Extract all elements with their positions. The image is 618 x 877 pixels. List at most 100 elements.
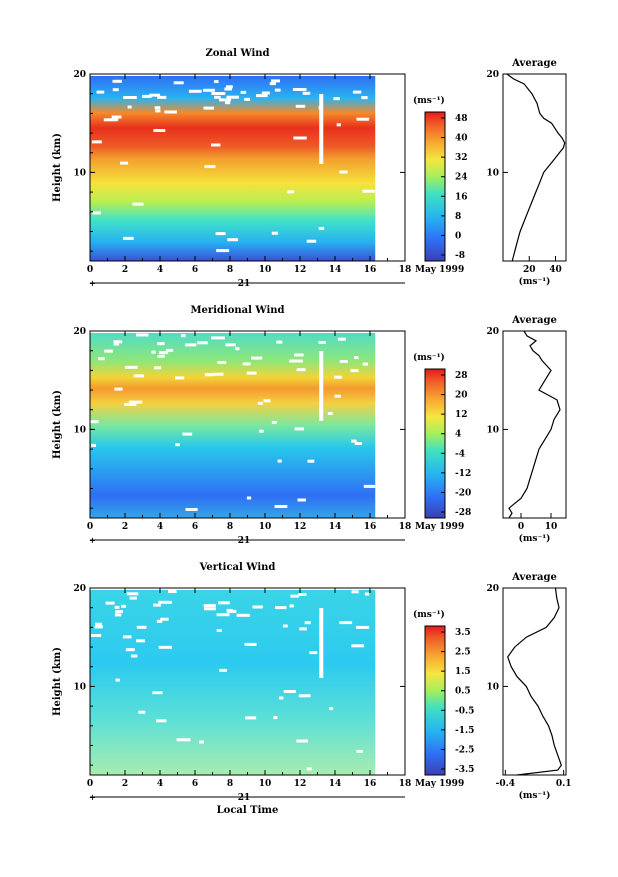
x-tick-label: 12: [294, 779, 307, 789]
data-gap: [123, 236, 134, 240]
month-label: May 1999: [415, 265, 464, 275]
data-gap: [276, 340, 283, 344]
date-label: 21: [238, 279, 251, 289]
data-gap: [105, 601, 115, 605]
y-tick-label: 10: [73, 682, 86, 692]
data-gap: [337, 337, 346, 341]
data-gap: [334, 394, 341, 398]
data-gap: [306, 239, 317, 243]
x-tick-label: 10: [259, 522, 272, 532]
data-gap: [351, 590, 359, 594]
colorbar-tick-label: 16: [455, 192, 468, 202]
x-tick-label: 6: [192, 265, 198, 275]
y-axis-label: Height (km): [52, 647, 63, 716]
data-gap: [318, 226, 325, 230]
data-gap: [295, 104, 306, 108]
colorbar-tick-label: 20: [455, 391, 468, 401]
data-gap: [216, 629, 222, 632]
data-gap: [263, 399, 271, 403]
date-label: 21: [238, 793, 251, 803]
y-tick-label: 10: [73, 425, 86, 435]
data-gap: [307, 459, 315, 463]
colorbar-tick-label: -0.5: [455, 706, 474, 716]
data-gap: [219, 98, 231, 102]
x-tick-label: 0: [87, 265, 93, 275]
colorbar-tick-label: 8: [455, 212, 461, 222]
data-gap: [115, 678, 120, 682]
data-gap: [224, 87, 232, 91]
data-gap: [203, 604, 216, 608]
data-gap: [355, 625, 370, 629]
data-gap: [136, 639, 145, 643]
panel-title: Meridional Wind: [190, 305, 284, 316]
data-gap: [217, 361, 227, 364]
x-tick-label: 14: [329, 265, 342, 275]
data-gap: [215, 232, 226, 236]
data-gap: [242, 362, 251, 366]
data-gap: [121, 604, 126, 608]
x-tick-label: 10: [259, 779, 272, 789]
colorbar-tick-label: 28: [455, 371, 468, 381]
data-gap: [138, 710, 146, 714]
data-gap: [271, 79, 280, 83]
data-gap: [256, 94, 268, 98]
colorbar-tick-label: 40: [455, 134, 468, 144]
panel-title: Zonal Wind: [205, 48, 269, 59]
profile-frame: [502, 587, 567, 776]
data-gap: [157, 354, 165, 358]
data-gap: [204, 373, 215, 377]
data-gap: [235, 347, 240, 351]
data-gap: [114, 387, 123, 391]
data-gap: [151, 350, 156, 354]
data-gap: [333, 97, 340, 101]
data-gap: [356, 117, 370, 121]
data-gap: [334, 375, 342, 379]
data-gap: [273, 716, 278, 720]
data-gap: [289, 604, 294, 608]
data-gap: [318, 341, 326, 344]
data-gap: [283, 690, 296, 693]
data-gap: [96, 90, 105, 94]
x-tick-label: 6: [192, 522, 198, 532]
colorbar-tick-label: 32: [455, 153, 468, 163]
month-label: May 1999: [415, 522, 464, 532]
data-gap: [152, 691, 163, 695]
data-gap: [225, 101, 231, 105]
data-gap: [298, 694, 311, 698]
data-gap: [246, 371, 257, 375]
x-tick-label: 4: [157, 779, 163, 789]
data-gap: [103, 118, 118, 122]
data-gap: [304, 621, 311, 625]
data-gap: [125, 648, 135, 652]
data-gap: [271, 420, 277, 424]
x-tick-label: 8: [227, 522, 233, 532]
y-tick-label: 20: [73, 327, 86, 337]
data-gap: [124, 402, 137, 406]
data-gap: [363, 484, 376, 488]
y-tick-label: 10: [73, 168, 86, 178]
x-tick-label: 0: [87, 779, 93, 789]
x-tick-label: 0: [87, 522, 93, 532]
data-gap: [214, 80, 219, 84]
data-gap: [282, 624, 288, 628]
x-tick-label: 12: [294, 522, 307, 532]
data-gap: [274, 88, 281, 92]
data-gap: [129, 400, 143, 404]
colorbar-tick-label: -3.5: [455, 765, 474, 775]
data-gap: [354, 356, 359, 360]
profile-y-tick-label: 20: [486, 327, 499, 337]
colorbar-tick-label: -1.5: [455, 726, 474, 736]
data-gap: [129, 596, 137, 600]
colorbar: [424, 625, 446, 776]
data-gap: [259, 429, 264, 433]
data-gap: [251, 356, 263, 360]
colorbar-tick-label: 4: [455, 430, 461, 440]
data-gap: [158, 600, 172, 604]
colorbar-tick-label: -28: [455, 508, 471, 518]
data-field: [90, 76, 376, 261]
data-gap: [287, 190, 294, 194]
profile-y-tick-label: 10: [486, 168, 499, 178]
data-gap: [245, 716, 257, 720]
data-gap: [98, 357, 105, 361]
x-tick-label: 16: [364, 522, 377, 532]
